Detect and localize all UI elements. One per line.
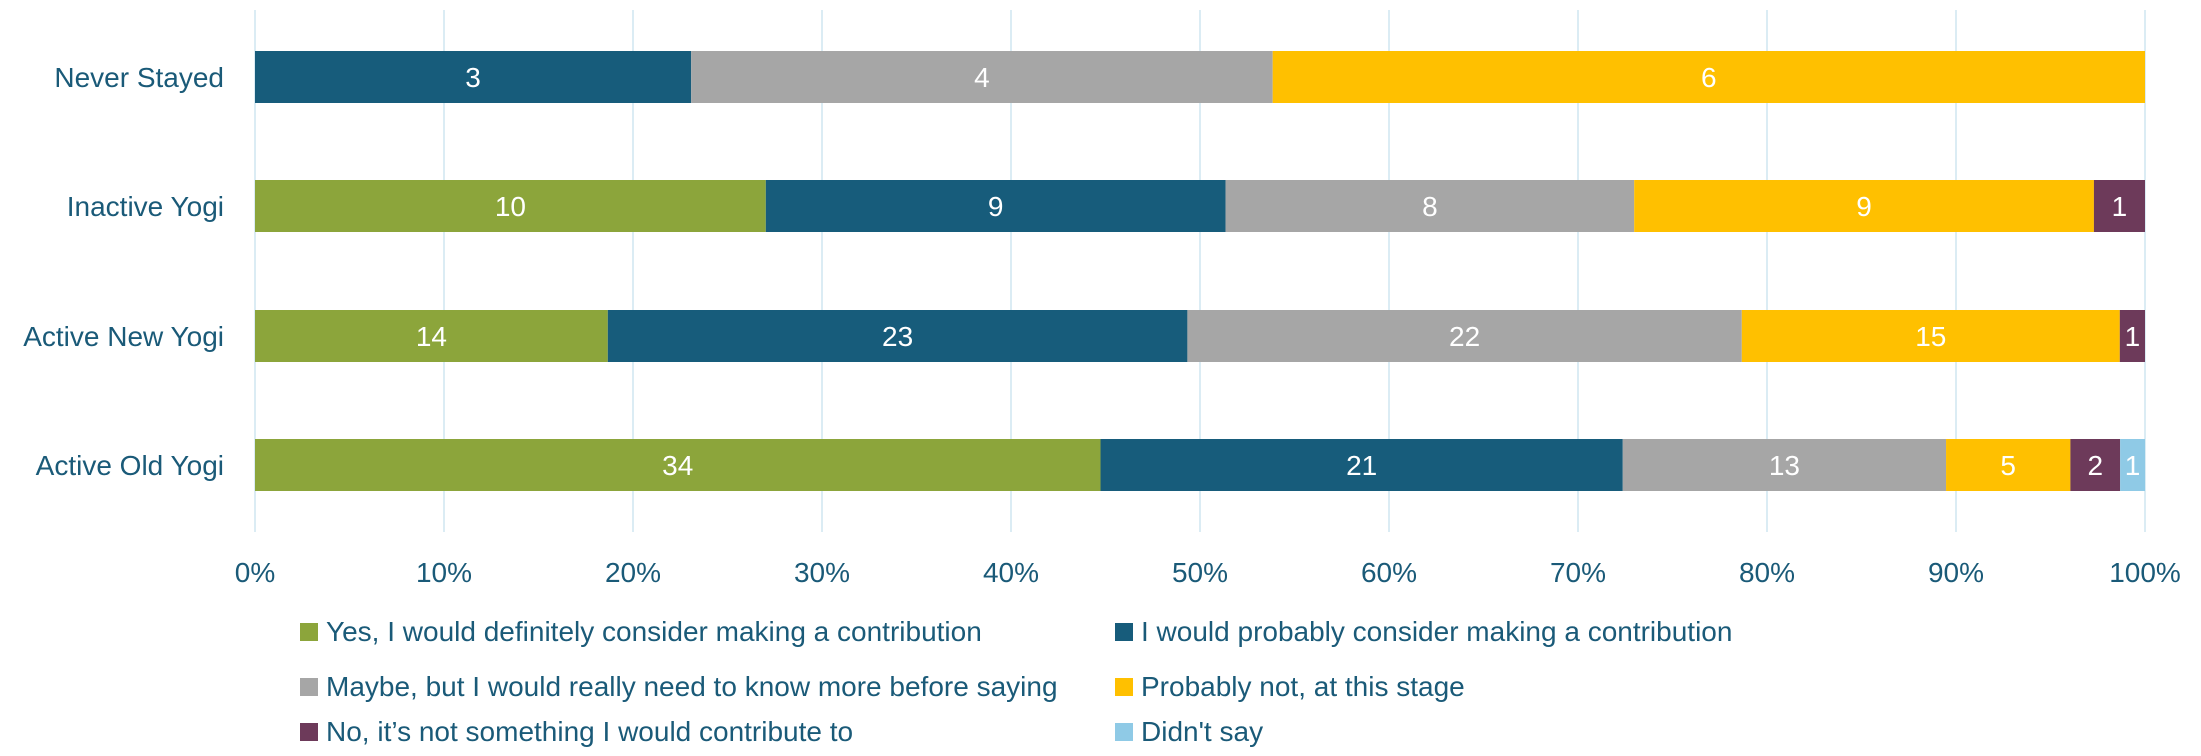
bar-value-label: 1	[2125, 321, 2141, 352]
legend-label: I would probably consider making a contr…	[1141, 616, 1733, 647]
bar-segment	[255, 310, 608, 362]
x-tick-label: 70%	[1550, 557, 1606, 588]
legend: Yes, I would definitely consider making …	[0, 600, 2201, 756]
legend-item: No, it’s not something I would contribut…	[300, 712, 853, 752]
bar-value-label: 8	[1422, 191, 1438, 222]
bar-value-label: 21	[1346, 450, 1377, 481]
bar-segment	[2070, 439, 2121, 491]
data-labels: 3 4 610 9 8 9 114 23 22 15 134 21 13 5 2 1	[416, 62, 2141, 481]
x-tick-label: 20%	[605, 557, 661, 588]
bar-segment	[1225, 180, 1635, 232]
bar-segment	[2119, 310, 2145, 362]
legend-item: Didn't say	[1115, 712, 1263, 752]
bar-value-label: 9	[988, 191, 1004, 222]
bar-segment	[255, 51, 692, 103]
legend-swatch	[300, 623, 318, 641]
x-tick-label: 80%	[1739, 557, 1795, 588]
bar-segment	[255, 180, 766, 232]
legend-label: Maybe, but I would really need to know m…	[326, 671, 1058, 702]
bar-value-label: 3	[465, 62, 481, 93]
bar-value-label: 5	[2000, 450, 2016, 481]
legend-swatch	[1115, 623, 1133, 641]
bar-value-label: 6	[1701, 62, 1717, 93]
bar-value-label: 14	[416, 321, 447, 352]
legend-swatch	[1115, 723, 1133, 741]
category-label: Active Old Yogi	[36, 450, 224, 481]
category-labels: Never Stayed Inactive Yogi Active New Yogi…	[23, 62, 224, 481]
x-tick-label: 30%	[794, 557, 850, 588]
x-tick-label: 50%	[1172, 557, 1228, 588]
legend-label: Didn't say	[1141, 716, 1264, 747]
bar-segment	[1946, 439, 2071, 491]
x-tick-label: 0%	[235, 557, 275, 588]
bar-value-label: 34	[662, 450, 693, 481]
x-axis-ticks: 0% 10% 20% 30% 40% 50% 60% 70% 80% 90% 100%	[235, 557, 2181, 588]
bar-segment	[1622, 439, 1947, 491]
x-tick-label: 90%	[1928, 557, 1984, 588]
bar-segment	[1187, 310, 1742, 362]
category-label: Inactive Yogi	[67, 191, 224, 222]
bar-segment	[765, 180, 1226, 232]
bar-value-label: 9	[1856, 191, 1872, 222]
bar-value-label: 1	[2112, 191, 2128, 222]
bar-segment	[691, 51, 1273, 103]
bar-segment	[1272, 51, 2145, 103]
x-tick-label: 10%	[416, 557, 472, 588]
legend-swatch	[1115, 678, 1133, 696]
category-label: Active New Yogi	[23, 321, 224, 352]
bars	[255, 51, 2145, 491]
x-tick-label: 60%	[1361, 557, 1417, 588]
bar-value-label: 2	[2087, 450, 2103, 481]
bar-segment	[607, 310, 1188, 362]
legend-swatch	[300, 723, 318, 741]
bar-value-label: 22	[1449, 321, 1480, 352]
legend-label: No, it’s not something I would contribut…	[326, 716, 854, 747]
legend-label: Probably not, at this stage	[1141, 671, 1465, 702]
legend-swatch	[300, 678, 318, 696]
bar-value-label: 4	[974, 62, 990, 93]
legend-label: Yes, I would definitely consider making …	[326, 616, 982, 647]
bar-segment	[1100, 439, 1623, 491]
bar-value-label: 13	[1769, 450, 1800, 481]
x-tick-label: 40%	[983, 557, 1039, 588]
x-tick-label: 100%	[2109, 557, 2181, 588]
bar-value-label: 15	[1915, 321, 1946, 352]
bar-value-label: 10	[495, 191, 526, 222]
legend-item: Probably not, at this stage	[1115, 667, 1465, 707]
bar-segment	[2120, 439, 2145, 491]
category-label: Never Stayed	[54, 62, 224, 93]
legend-item: Maybe, but I would really need to know m…	[300, 667, 1058, 707]
bar-segment	[255, 439, 1101, 491]
bar-segment	[1741, 310, 2120, 362]
bar-segment	[1634, 180, 2094, 232]
stacked-bar-chart: 3 4 610 9 8 9 114 23 22 15 134 21 13 5 2 1 Never Stayed…	[23, 10, 2181, 588]
bar-value-label: 23	[882, 321, 913, 352]
legend-item: I would probably consider making a contr…	[1115, 612, 1732, 652]
legend-item: Yes, I would definitely consider making …	[300, 612, 982, 652]
bar-segment	[2093, 180, 2145, 232]
bar-value-label: 1	[2125, 450, 2141, 481]
